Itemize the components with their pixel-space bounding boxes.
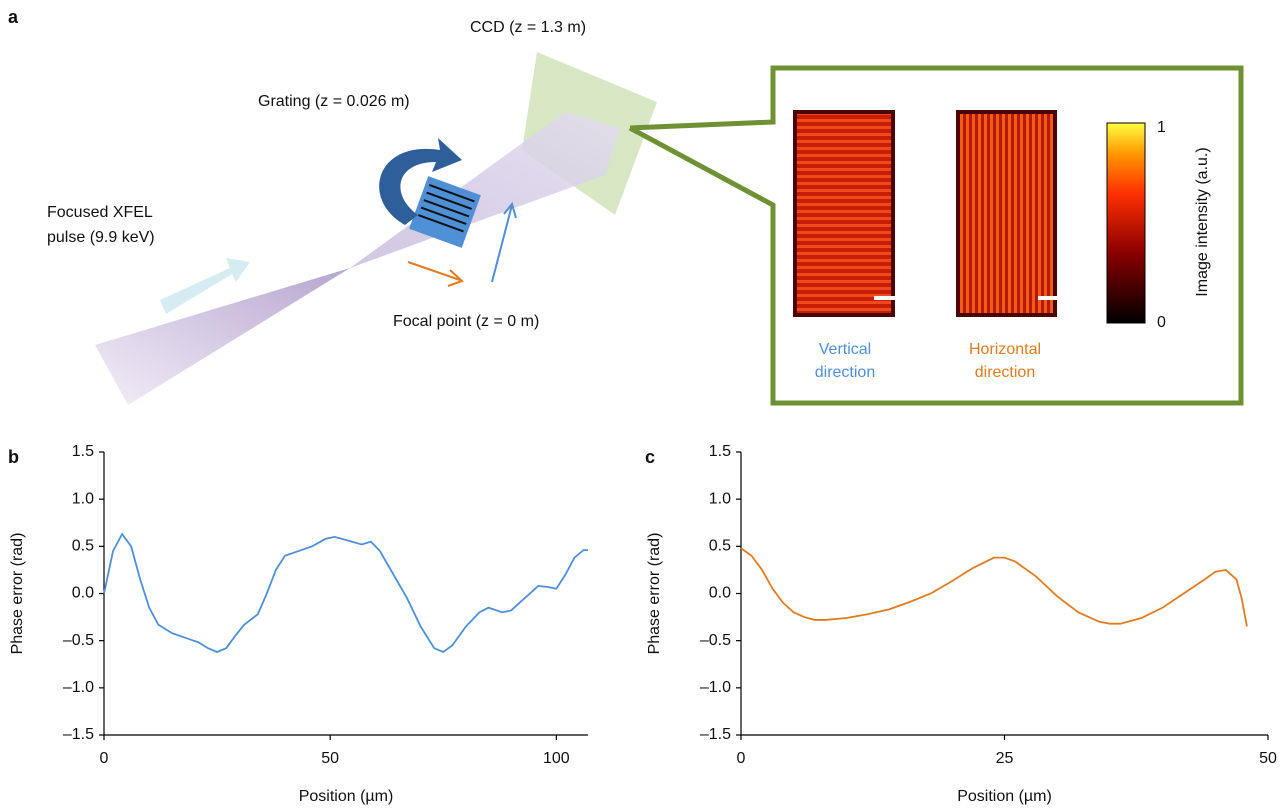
y-tick-label: –1.0 — [700, 679, 731, 696]
beam-in — [95, 268, 350, 405]
x-tick-label: 50 — [1259, 750, 1277, 767]
scale-bar — [874, 296, 907, 300]
rotation-arrow — [379, 138, 462, 225]
focal-label: Focal point (z = 0 m) — [393, 313, 539, 330]
y-tick-label: 0.0 — [709, 585, 731, 602]
panel-a: a CCD (z = 1.3 m) Grating (z = 0.026 m) … — [8, 7, 1244, 406]
y-tick-label: –1.5 — [63, 726, 94, 743]
y-tick-label: 1.0 — [72, 490, 94, 507]
horizontal-arrow-head — [447, 269, 464, 287]
y-tick-label: –0.5 — [63, 632, 94, 649]
y-tick-label: 1.5 — [709, 443, 731, 460]
y-tick-label: 1.5 — [72, 443, 94, 460]
vertical-arrow — [491, 204, 513, 283]
data-line — [103, 532, 588, 654]
grating-label: Grating (z = 0.026 m) — [258, 93, 410, 110]
panel-label: a — [8, 7, 19, 27]
vertical-label: Vertical — [819, 341, 871, 358]
ccd-label: CCD (z = 1.3 m) — [470, 19, 586, 36]
colorbar — [1106, 122, 1146, 324]
x-tick-label: 0 — [737, 750, 746, 767]
inset-frame — [628, 65, 1244, 406]
colorbar-tick: 1 — [1157, 119, 1166, 136]
x-tick-label: 0 — [100, 750, 109, 767]
horizontal-arrow — [407, 261, 461, 281]
x-axis-title: Position (µm) — [299, 788, 394, 805]
y-tick-label: 1.0 — [709, 490, 731, 507]
panel-label: b — [8, 447, 19, 467]
y-tick-label: 0.5 — [709, 538, 731, 555]
pulse-label: Focused XFEL — [47, 204, 153, 221]
y-axis-title: Phase error (rad) — [9, 533, 26, 655]
vertical-image — [793, 110, 895, 317]
horizontal-label: direction — [975, 364, 1035, 381]
panel-label: c — [645, 447, 655, 467]
horizontal-image — [956, 110, 1057, 317]
y-tick-label: 0.5 — [72, 538, 94, 555]
y-axis-title: Phase error (rad) — [646, 533, 663, 655]
grating — [409, 176, 481, 248]
y-tick-label: –1.5 — [700, 726, 731, 743]
x-axis-title: Position (µm) — [957, 788, 1052, 805]
x-tick-label: 100 — [543, 750, 570, 767]
pulse-arrow — [160, 258, 250, 314]
y-tick-label: –0.5 — [700, 632, 731, 649]
colorbar-label: Image intensity (a.u.) — [1194, 147, 1211, 296]
pulse-label: pulse (9.9 keV) — [47, 229, 155, 246]
vertical-label: direction — [815, 364, 875, 381]
y-tick-label: –1.0 — [63, 679, 94, 696]
scale-bar — [1038, 296, 1078, 300]
x-tick-label: 50 — [321, 750, 339, 767]
colorbar-tick: 0 — [1157, 314, 1166, 331]
x-tick-label: 25 — [996, 750, 1014, 767]
y-tick-label: 0.0 — [72, 585, 94, 602]
vertical-arrow-head — [503, 201, 517, 219]
data-line — [740, 547, 1248, 627]
horizontal-label: Horizontal — [969, 341, 1041, 358]
